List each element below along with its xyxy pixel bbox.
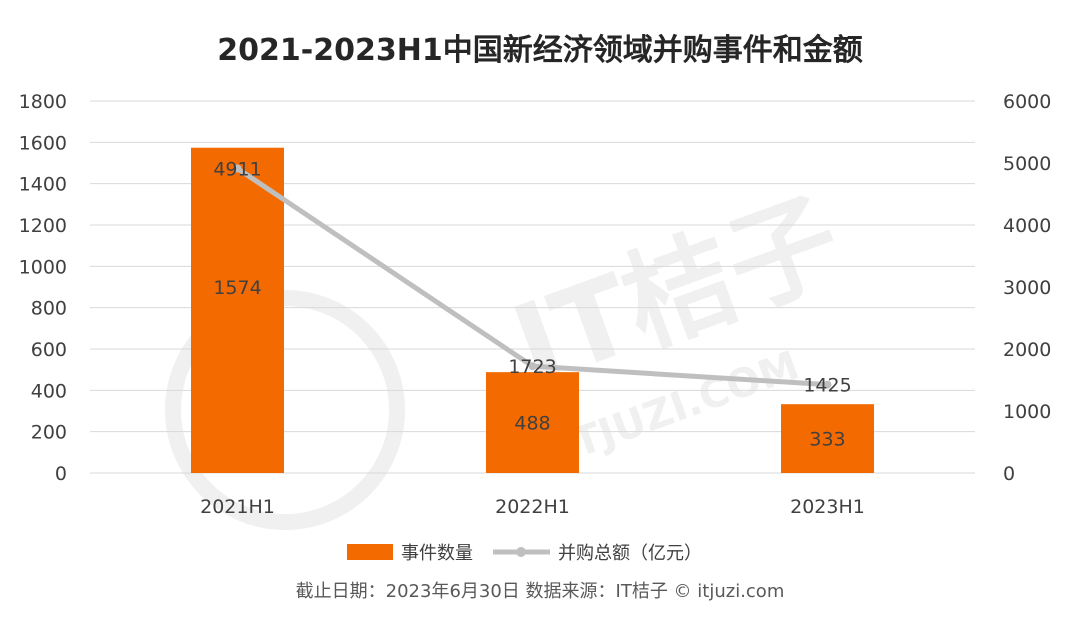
legend-label-line: 并购总额（亿元）	[558, 543, 702, 564]
bar	[486, 372, 579, 473]
line-value-label: 1425	[803, 375, 851, 397]
right-tick-label: 5000	[1003, 153, 1051, 175]
bar-value-label: 333	[809, 429, 845, 451]
line-value-label: 4911	[213, 159, 261, 181]
footer-source: 截止日期：2023年6月30日 数据来源：IT桔子 © itjuzi.com	[296, 581, 785, 602]
right-tick-label: 6000	[1003, 91, 1051, 113]
left-tick-label: 1800	[19, 91, 67, 113]
right-tick-label: 0	[1003, 463, 1015, 485]
bar-value-label: 488	[514, 413, 550, 435]
bar-value-label: 1574	[213, 277, 261, 299]
right-tick-label: 1000	[1003, 401, 1051, 423]
left-tick-label: 200	[31, 422, 67, 444]
line-point	[823, 380, 832, 389]
line-series	[233, 164, 832, 389]
right-tick-label: 2000	[1003, 339, 1051, 361]
bar-series	[191, 147, 874, 473]
left-tick-label: 1200	[19, 215, 67, 237]
legend-swatch-marker	[516, 547, 526, 557]
left-tick-label: 1400	[19, 174, 67, 196]
line-value-label: 1723	[508, 356, 556, 378]
bar	[781, 404, 874, 473]
left-tick-label: 400	[31, 380, 67, 402]
legend-swatch-bar	[347, 544, 393, 560]
left-tick-label: 600	[31, 339, 67, 361]
bar	[191, 147, 284, 473]
left-axis: 0 200 400 600 800 1000 1200 1400 1600 1800	[19, 91, 67, 485]
watermark-logo-ring	[165, 290, 405, 530]
data-labels: 1574 488 333 4911 1723 1425	[213, 159, 851, 451]
left-tick-label: 1600	[19, 132, 67, 154]
left-tick-label: 800	[31, 298, 67, 320]
right-tick-label: 3000	[1003, 277, 1051, 299]
category-label: 2023H1	[790, 496, 865, 518]
legend: 事件数量 并购总额（亿元）	[347, 543, 702, 564]
left-tick-label: 0	[55, 463, 67, 485]
line-point	[233, 164, 242, 173]
line-point	[528, 362, 537, 371]
legend-label-bar: 事件数量	[401, 543, 473, 564]
right-tick-label: 4000	[1003, 215, 1051, 237]
chart-title: 2021-2023H1中国新经济领域并购事件和金额	[217, 33, 862, 68]
category-axis: 2021H1 2022H1 2023H1	[200, 496, 865, 518]
right-axis: 0 1000 2000 3000 4000 5000 6000	[1003, 91, 1051, 485]
category-label: 2022H1	[495, 496, 570, 518]
left-tick-label: 1000	[19, 256, 67, 278]
category-label: 2021H1	[200, 496, 275, 518]
